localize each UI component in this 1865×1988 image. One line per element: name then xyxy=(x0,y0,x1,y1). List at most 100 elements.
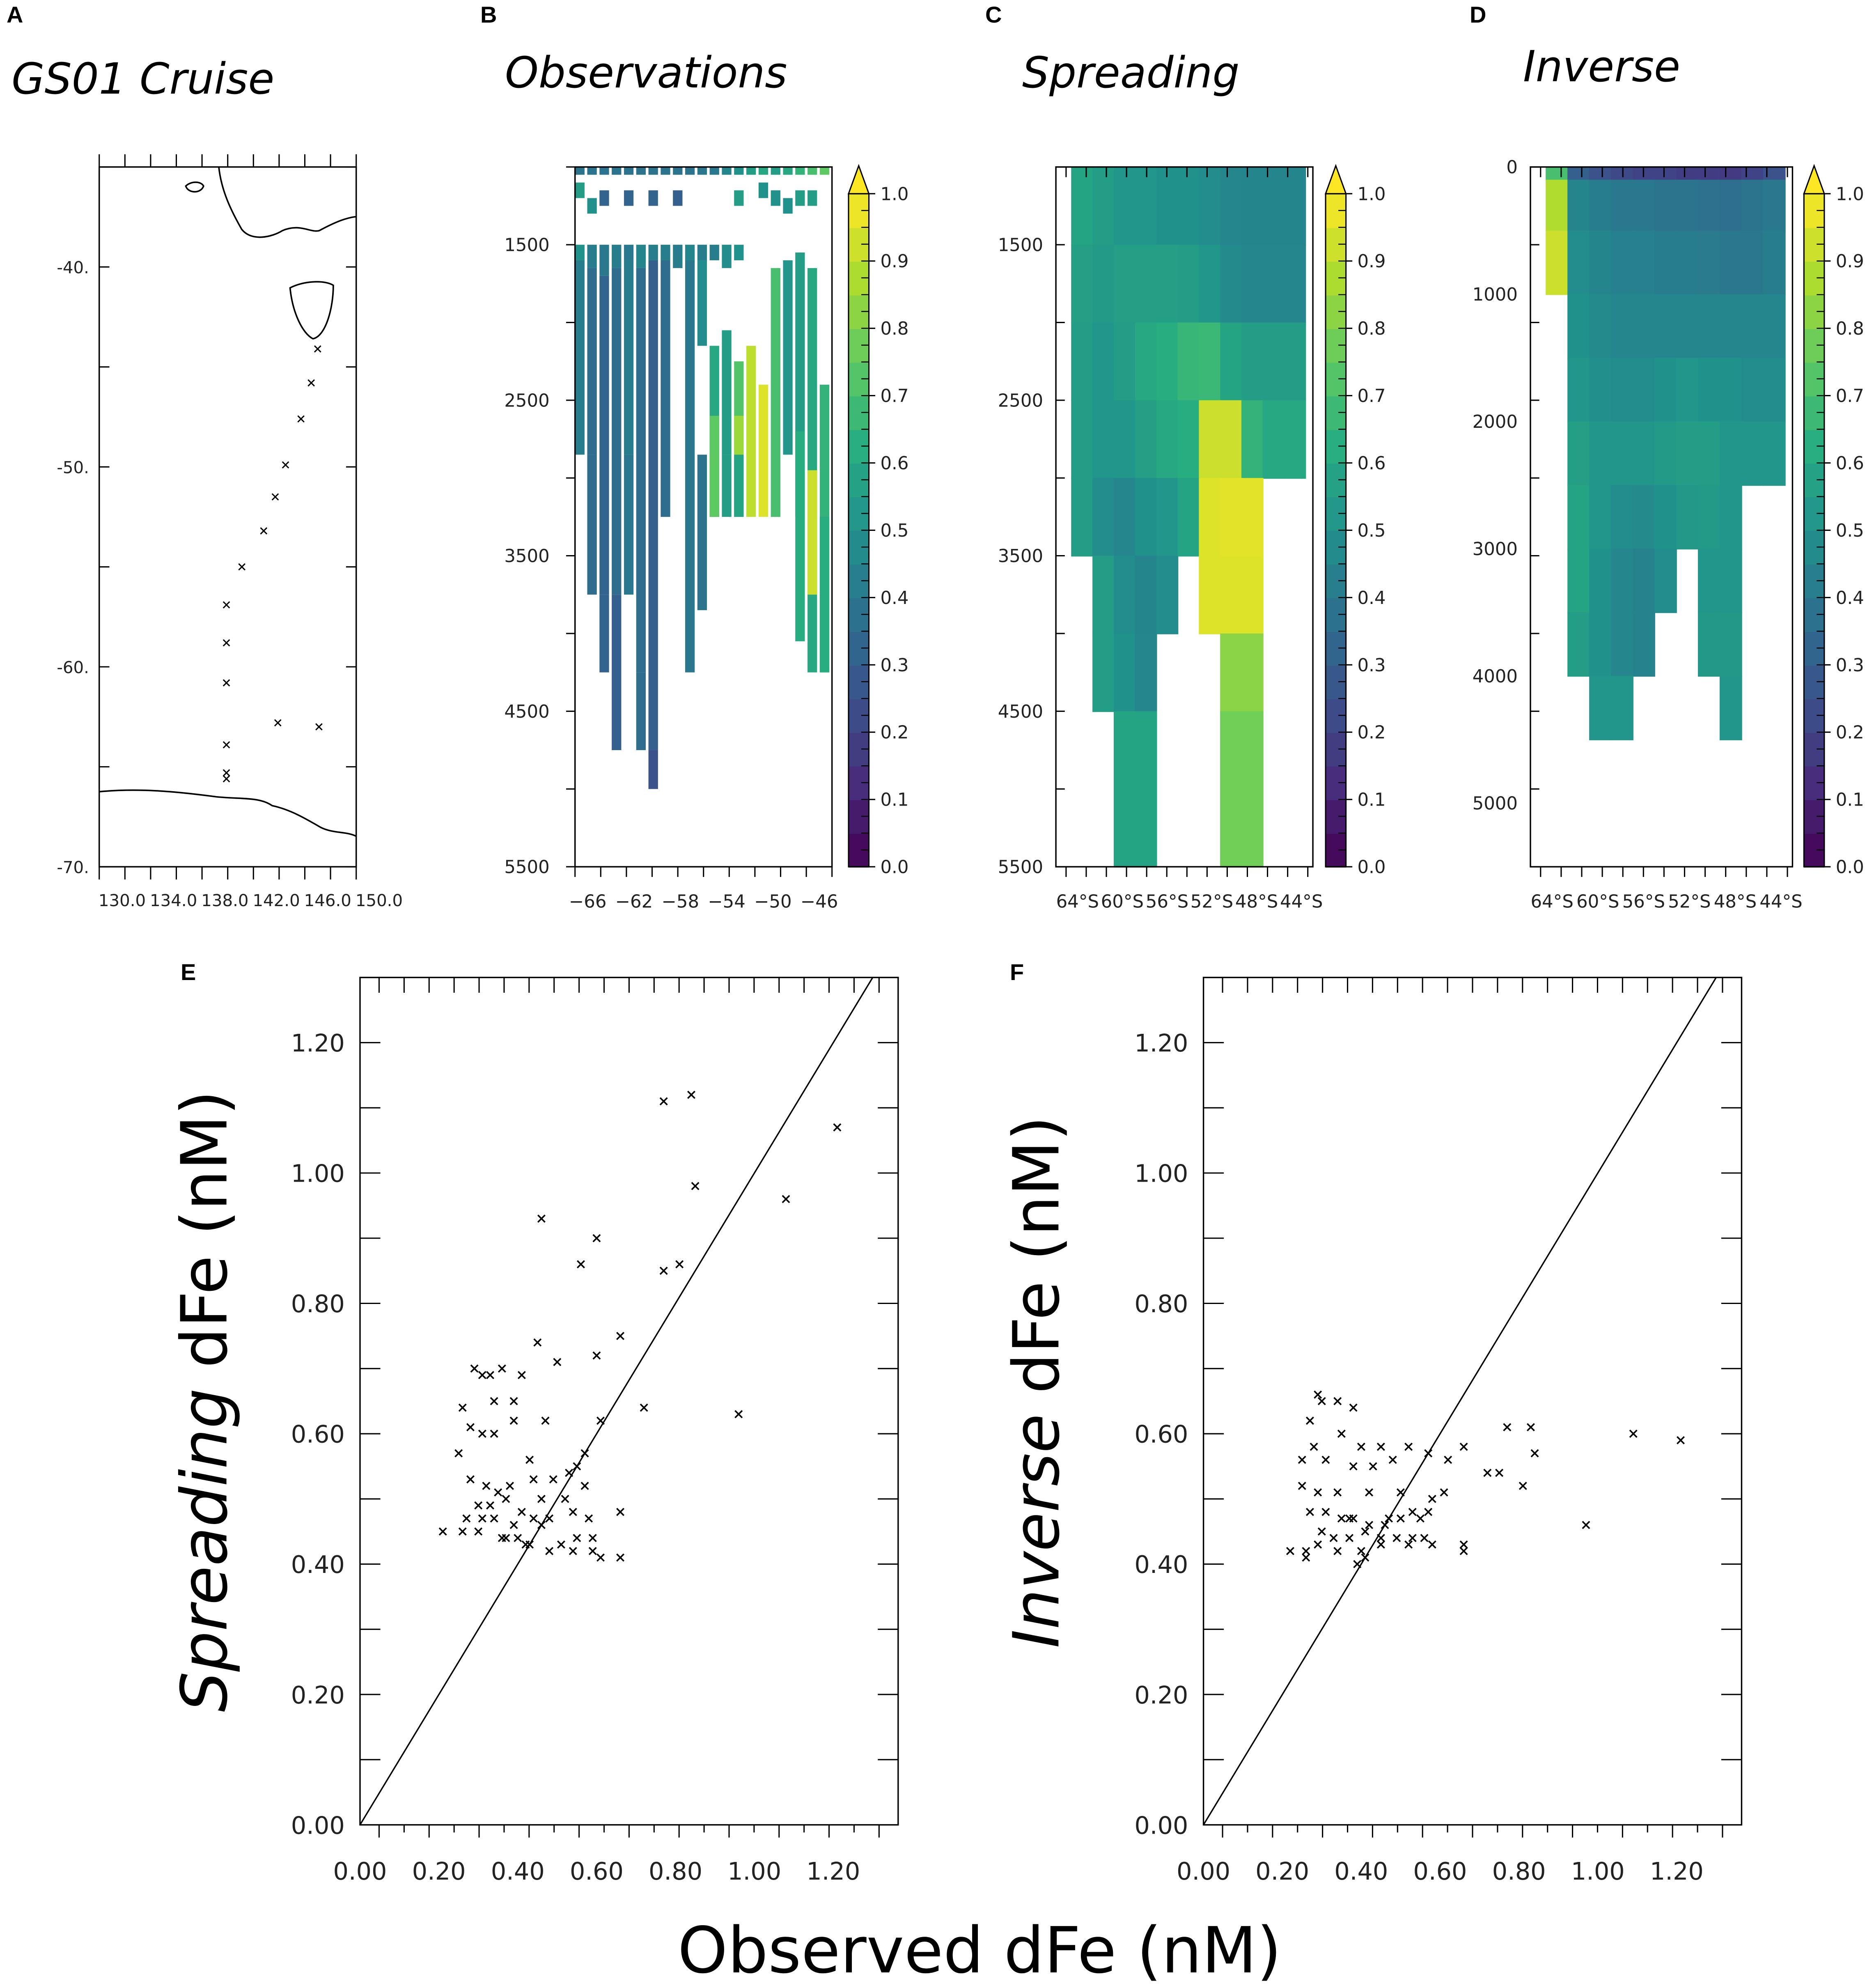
inverse-scatter-data-point xyxy=(1424,1449,1433,1458)
spreading-scatter-data-point xyxy=(502,1494,510,1503)
spreading-cell xyxy=(1177,245,1200,324)
obs-cell xyxy=(636,167,646,175)
inverse-scatter-data-point xyxy=(1396,1514,1405,1523)
obs-y-tick-label: 2500 xyxy=(504,390,549,411)
inverse-scatter-y-tick-label: 0.20 xyxy=(1134,1681,1188,1709)
spreading-scatter-data-point xyxy=(549,1475,557,1484)
obs-x-tick-label: −66 xyxy=(569,891,607,912)
inverse-scatter-data-point xyxy=(1317,1397,1326,1405)
spreading-cell xyxy=(1092,556,1115,634)
inverse-cell xyxy=(1719,676,1742,741)
inverse-cell xyxy=(1698,485,1720,550)
inverse-cell xyxy=(1741,230,1764,295)
inverse-scatter-data-point xyxy=(1404,1442,1413,1451)
obs-cell xyxy=(819,517,830,673)
spreading-scatter-y-axis-title: Spreading dFe (nM) xyxy=(167,1090,242,1712)
inverse-cell xyxy=(1763,358,1786,422)
obs-colorbar-label: 0.8 xyxy=(880,319,908,339)
inverse-scatter-y-tick-label: 0.80 xyxy=(1134,1290,1188,1318)
spreading-y-tick-label: 2500 xyxy=(998,390,1043,411)
inverse-cell xyxy=(1698,421,1720,486)
spreading-cell xyxy=(1284,400,1306,479)
inverse-cell xyxy=(1567,294,1590,359)
inverse-scatter-data-point xyxy=(1495,1469,1504,1477)
obs-y-tick-label: 3500 xyxy=(504,546,549,567)
obs-x-tick-label: −54 xyxy=(708,891,746,912)
inverse-cell xyxy=(1763,294,1786,359)
obs-y-tick-label: 4500 xyxy=(504,702,549,722)
spreading-cell xyxy=(1177,478,1200,557)
spreading-scatter-data-point xyxy=(565,1469,573,1477)
spreading-scatter-data-point xyxy=(525,1455,534,1464)
map-x-tick-label: 142.0 xyxy=(252,891,300,910)
obs-colorbar-arrow xyxy=(847,164,870,195)
map-x-tick-label: 130.0 xyxy=(99,891,146,910)
obs-x-tick-label: −46 xyxy=(801,891,838,912)
inverse-cell xyxy=(1698,179,1720,232)
station-marker xyxy=(238,563,245,571)
spreading-cell xyxy=(1071,167,1093,246)
inverse-scatter-data-point xyxy=(1396,1488,1405,1497)
obs-cell xyxy=(587,455,597,595)
inverse-y-tick-label: 3000 xyxy=(1473,539,1518,560)
obs-cell xyxy=(734,167,744,175)
spreading-cell xyxy=(1156,400,1179,479)
spreading-cell xyxy=(1135,322,1157,401)
station-marker xyxy=(271,493,279,501)
spreading-y-tick-label: 3500 xyxy=(998,546,1043,567)
inverse-scatter-data-point xyxy=(1317,1527,1326,1536)
inverse-scatter-data-point xyxy=(1357,1442,1365,1451)
obs-cell xyxy=(648,245,658,260)
inverse-scatter-y-tick-label: 1.00 xyxy=(1134,1159,1188,1188)
spreading-scatter-data-point xyxy=(517,1371,526,1380)
spreading-scatter-data-point xyxy=(561,1494,569,1503)
panel-title-b: Observations xyxy=(505,48,787,98)
spreading-scatter-data-point xyxy=(557,1540,565,1549)
spreading-scatter-data-point xyxy=(506,1482,514,1490)
inverse-cell xyxy=(1589,167,1612,181)
spreading-cell xyxy=(1092,633,1115,712)
spreading-cell xyxy=(1199,556,1221,634)
inverse-cell xyxy=(1546,179,1568,232)
spreading-scatter-data-point xyxy=(576,1260,585,1269)
panel-label-b: B xyxy=(480,2,497,28)
station-marker xyxy=(274,719,282,727)
tasmania-outline xyxy=(289,281,334,340)
spreading-scatter-y-tick-label: 0.80 xyxy=(291,1290,345,1318)
inverse-scatter-frame xyxy=(1202,977,1743,1826)
obs-cell xyxy=(648,190,658,206)
spreading-cell xyxy=(1092,400,1115,479)
inverse-cell xyxy=(1589,549,1612,613)
obs-colorbar-label: 0.5 xyxy=(880,521,908,541)
obs-colorbar-label: 0.3 xyxy=(880,655,908,676)
spreading-x-tick-label: 56°S xyxy=(1146,891,1188,912)
spreading-cell xyxy=(1199,400,1221,479)
inverse-x-tick-label: 56°S xyxy=(1622,891,1665,912)
obs-colorbar-label: 0.7 xyxy=(880,386,908,406)
spreading-cell xyxy=(1071,478,1093,557)
inverse-scatter-data-point xyxy=(1310,1442,1318,1451)
inverse-scatter-data-point xyxy=(1526,1423,1535,1432)
spreading-cell xyxy=(1241,711,1264,868)
spreading-colorbar-label: 0.0 xyxy=(1358,857,1386,878)
inverse-cell xyxy=(1546,167,1568,181)
inverse-scatter-x-tick-label: 0.80 xyxy=(1492,1857,1546,1885)
inverse-cell xyxy=(1567,612,1590,677)
spreading-colorbar-label: 0.5 xyxy=(1358,521,1386,541)
inverse-cell xyxy=(1676,230,1699,295)
spreading-scatter-data-point xyxy=(438,1527,447,1536)
inverse-cell xyxy=(1763,179,1786,232)
inverse-cell xyxy=(1719,230,1742,295)
obs-cell xyxy=(722,455,732,517)
spreading-scatter-y-tick-label: 0.40 xyxy=(291,1550,345,1579)
station-marker xyxy=(315,723,323,731)
inverse-cell xyxy=(1633,612,1655,677)
inverse-cell xyxy=(1654,167,1677,181)
spreading-cell xyxy=(1113,633,1136,712)
inverse-scatter-data-point xyxy=(1286,1547,1294,1555)
inverse-cell xyxy=(1633,549,1655,613)
obs-colorbar-label: 0.9 xyxy=(880,251,908,272)
panel-label-f: F xyxy=(1010,959,1024,985)
inverse-scatter-data-point xyxy=(1298,1482,1306,1490)
spreading-scatter-data-point xyxy=(533,1338,542,1347)
